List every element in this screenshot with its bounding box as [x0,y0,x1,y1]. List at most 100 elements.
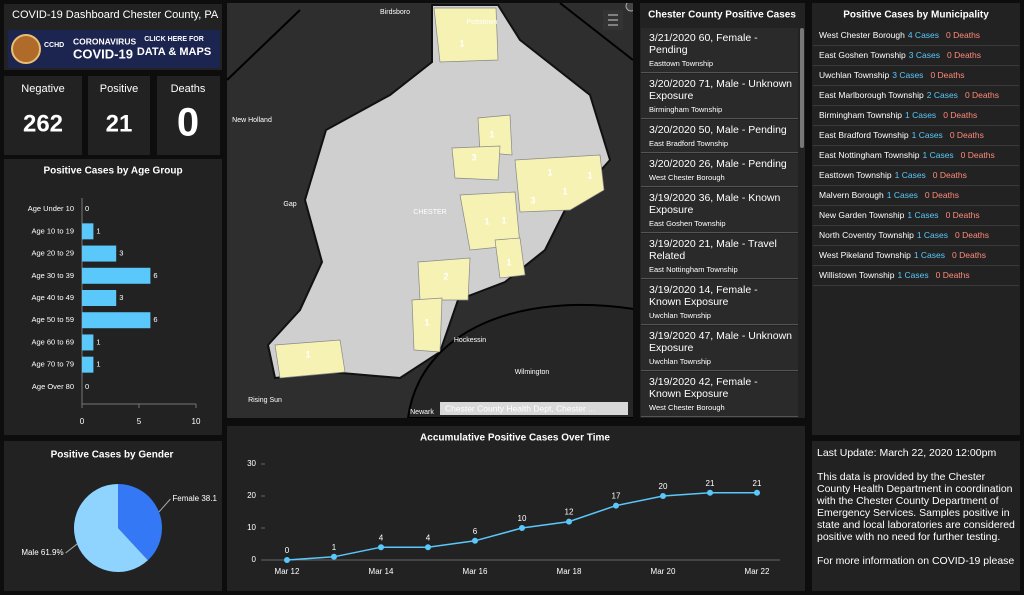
data-point [566,518,572,525]
municipality-item[interactable]: North Coventry Township 1 Cases 0 Deaths [813,226,1019,246]
case-location: West Chester Borough [649,403,725,412]
case-text: 3/19/2020 42, Female - Known Exposure [649,376,758,400]
municipality-item[interactable]: New Garden Township 1 Cases 0 Deaths [813,206,1019,226]
indicator-value: 21 [106,110,133,137]
data-point [284,557,290,563]
data-label: 4 [379,533,384,542]
municipality-name: North Coventry Township [819,230,914,240]
case-item[interactable]: 3/19/2020 21, Male - Travel Related East … [641,234,798,279]
pie-value-label: 61.9% [41,548,64,557]
x-tick-label: Mar 12 [275,567,300,576]
case-item[interactable]: 3/20/2020 26, Male - Pending West Chester… [641,154,798,187]
municipality-item[interactable]: West Chester Borough 4 Cases 0 Deaths [813,26,1019,46]
case-item[interactable]: 3/20/2020 71, Male - Unknown Exposure Bir… [641,74,798,119]
case-item[interactable]: 3/20/2020 50, Male - Pending East Bradfor… [641,120,798,153]
banner-link-1: CLICK HERE FOR [144,36,204,43]
y-tick-label: Age 60 to 69 [31,337,74,346]
panel [227,426,805,591]
case-list[interactable]: 3/21/2020 60, Female - Pending Easttown T… [641,28,798,418]
x-tick-label: Mar 22 [745,567,770,576]
data-point [378,544,384,551]
pie-value-label: 38.1 [201,494,217,503]
banner-seal [11,34,41,64]
bar-value-label: 1 [96,226,100,235]
municipality-highlight [451,145,501,181]
banner-link[interactable]: CLICK HERE FOR DATA & MAPS [137,36,211,58]
panel [157,76,220,155]
municipality-item[interactable]: Willistown Township 1 Cases 0 Deaths [813,266,1019,286]
municipality-cases: 1 Cases [913,250,946,260]
leader-line [158,498,171,513]
municipality-item[interactable]: Uwchlan Township 3 Cases 0 Deaths [813,66,1019,86]
case-location: East Goshen Township [649,219,726,228]
bar [82,223,94,240]
info-panel: Last Update: March 22, 2020 12:00pm This… [817,447,1017,579]
municipality-cases: 3 Cases [908,50,940,60]
y-tick-label: 30 [247,459,256,468]
indicator-value: 262 [23,110,63,137]
data-point [425,544,431,551]
indicator-value: 0 [177,101,199,145]
y-tick-label: Age Under 10 [28,204,74,213]
map-place: Pottstown [467,19,498,26]
case-item[interactable]: 3/19/2020 42, Female - Known Exposure Wes… [641,372,798,417]
municipality-deaths: 0 Deaths [932,170,967,180]
municipality-cases: 3 Cases [892,70,924,80]
data-label: 20 [659,482,668,491]
case-text: 3/21/2020 60, Female - Pending [649,32,758,56]
case-item[interactable]: 3/19/2020 14, Female - Known Exposure Uwc… [641,280,798,325]
municipality-item[interactable]: East Bradford Township 1 Cases 0 Deaths [813,126,1019,146]
map-case-count: 3 [530,195,535,205]
municipality-cases: 1 Cases [916,230,948,240]
case-item[interactable]: 3/21/2020 60, Female - Pending Easttown T… [641,28,798,73]
municipality-item[interactable]: West Pikeland Township 1 Cases 0 Deaths [813,246,1019,266]
municipality-item[interactable]: Birmingham Township 1 Cases 0 Deaths [813,106,1019,126]
municipality-item[interactable]: Easttown Township 1 Cases 0 Deaths [813,166,1019,186]
municipality-highlight [274,339,346,379]
data-point [519,525,525,531]
map-case-count: 1 [547,167,552,177]
y-tick-label: Age 70 to 79 [31,360,74,369]
bar-value-label: 3 [119,293,123,302]
map-place: Gap [283,201,296,208]
panel [88,76,150,155]
municipality-deaths: 0 Deaths [949,130,984,140]
indicator-label: Positive [100,83,139,95]
municipality-cases: 2 Cases [926,90,958,100]
case-item[interactable]: 3/19/2020 47, Male - Unknown Exposure Uwc… [641,326,798,371]
x-tick-label: 0 [80,417,85,426]
data-label: 6 [473,527,478,536]
map-case-count: 1 [506,257,511,267]
data-point [660,493,666,499]
municipality-name: East Marlborough Township [819,90,924,100]
case-item[interactable]: 3/19/2020 36, Male - Known Exposure East … [641,188,798,233]
list-title: Chester County Positive Cases [648,10,796,21]
municipality-cases: 1 Cases [922,150,954,160]
case-text: 3/20/2020 26, Male - Pending [649,158,787,170]
chart-title: Accumulative Positive Cases Over Time [420,433,610,444]
municipality-highlight [514,154,605,213]
municipality-item[interactable]: Malvern Borough 1 Cases 0 Deaths [813,186,1019,206]
x-tick-label: 5 [137,417,142,426]
municipality-list[interactable]: West Chester Borough 4 Cases 0 Deaths East … [813,26,1019,296]
municipality-cases: 1 Cases [905,110,937,120]
map-case-count: 2 [443,271,448,281]
municipality-name: New Garden Township [819,210,905,220]
expand-button[interactable] [625,1,636,12]
municipality-name: East Nottingham Township [819,150,920,160]
case-location: Easttown Township [649,59,714,68]
municipality-item[interactable]: East Nottingham Township 1 Cases 0 Deaths [813,146,1019,166]
map-place: Rising Sun [248,397,282,404]
county [266,4,612,380]
y-tick-label: 20 [247,491,256,500]
banner-line2: COVID-19 [73,46,133,61]
municipality-name: West Chester Borough [819,30,905,40]
municipality-item[interactable]: East Marlborough Township 2 Cases 0 Deaths [813,86,1019,106]
x-tick-label: Mar 16 [463,567,488,576]
y-tick-label: Age 20 to 29 [31,249,74,258]
municipality-item[interactable]: East Goshen Township 3 Cases 0 Deaths [813,46,1019,66]
municipality-deaths: 0 Deaths [952,250,987,260]
bar [82,245,117,262]
